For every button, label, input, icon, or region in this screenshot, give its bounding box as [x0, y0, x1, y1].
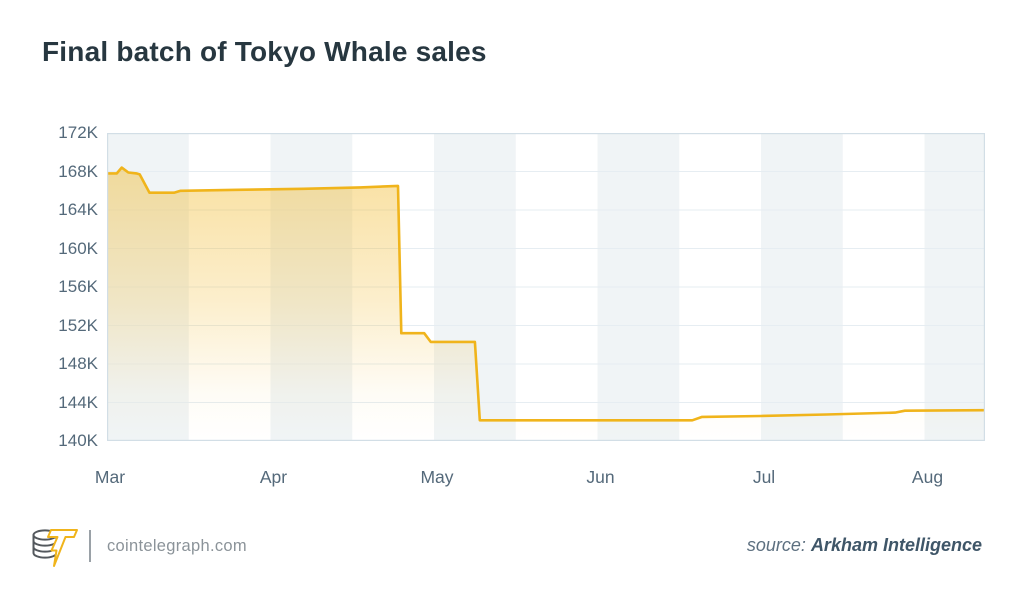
y-tick-label: 140K	[58, 431, 98, 450]
chart-title: Final batch of Tokyo Whale sales	[42, 36, 487, 67]
y-tick-label: 144K	[58, 392, 98, 412]
y-tick-label: 160K	[58, 238, 98, 258]
y-tick-label: 156K	[58, 277, 98, 296]
y-tick-label: 148K	[58, 354, 98, 373]
x-tick-label: Jul	[752, 467, 776, 487]
x-tick-label: Jun	[586, 467, 615, 487]
y-tick-label: 172K	[58, 123, 98, 142]
x-tick-label: Mar	[94, 467, 126, 487]
source-attribution: source: Arkham Intelligence	[747, 535, 982, 556]
footer-divider	[89, 530, 91, 562]
source-label: source:	[746, 535, 806, 555]
site-label: cointelegraph.com	[107, 537, 247, 555]
y-tick-label: 168K	[58, 161, 98, 181]
lightning-t-icon	[47, 529, 78, 567]
line-chart-plot	[107, 133, 985, 441]
cointelegraph-logo	[32, 529, 78, 567]
y-tick-label: 164K	[58, 200, 98, 219]
source-name: Arkham Intelligence	[810, 535, 982, 555]
x-tick-label: May	[420, 467, 454, 487]
y-tick-label: 152K	[58, 315, 98, 335]
x-tick-label: Apr	[259, 467, 288, 487]
x-tick-label: Aug	[911, 467, 944, 487]
